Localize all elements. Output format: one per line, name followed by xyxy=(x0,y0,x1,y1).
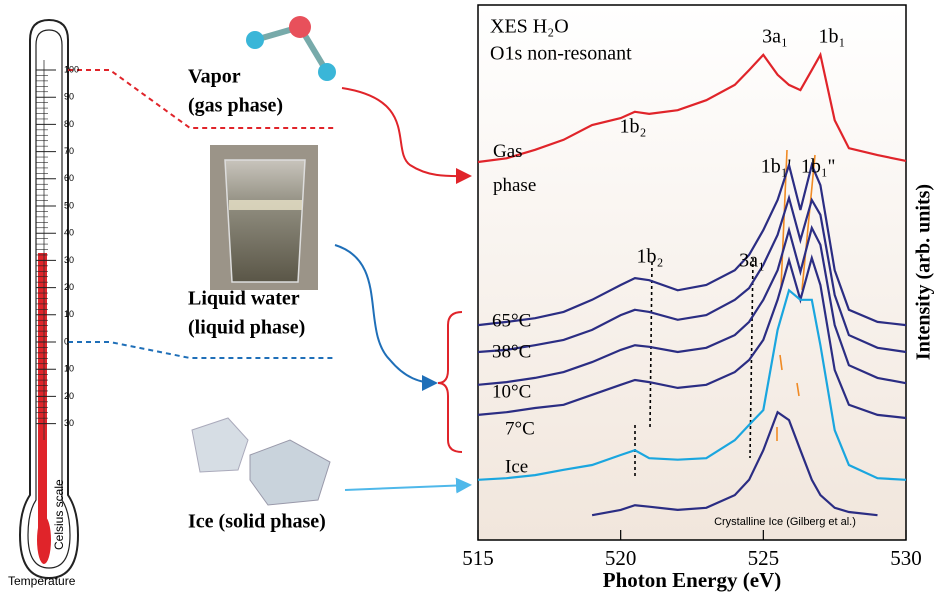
phase-label: Liquid water xyxy=(188,288,300,310)
peak-label: 3a₁ xyxy=(739,250,765,272)
series-label: 65°C xyxy=(492,310,531,331)
y-axis-label: Intensity (arb. units) xyxy=(913,184,935,360)
scale-label: 80 xyxy=(64,119,74,129)
scale-label: 20 xyxy=(64,391,74,401)
page: {"thermometer":{"scale":["100","90","80"… xyxy=(0,0,939,594)
scale-label: 40 xyxy=(64,228,74,238)
arrow xyxy=(342,88,470,176)
series-label: 7°C xyxy=(505,418,535,439)
molecule-image xyxy=(246,16,336,81)
brace xyxy=(438,312,462,452)
phase-label: Ice (solid phase) xyxy=(188,511,326,533)
series-label: Ice xyxy=(505,456,528,477)
x-axis-label: Photon Energy (eV) xyxy=(603,568,781,592)
scale-label: 10 xyxy=(64,364,74,374)
glass-image xyxy=(210,145,318,290)
peak-label: 1b₂ xyxy=(620,116,647,138)
peak-label: 3a₁ xyxy=(762,26,788,48)
scale-label: 50 xyxy=(64,200,74,210)
phase-label: (liquid phase) xyxy=(188,317,305,339)
scale-label: 100 xyxy=(64,64,79,74)
scale-label: 70 xyxy=(64,146,74,156)
x-tick-label: 530 xyxy=(890,546,922,570)
phase-label: Vapor xyxy=(188,66,241,88)
series-label: Crystalline Ice (Gilberg et al.) xyxy=(714,516,856,528)
peak-label: 1b₁ xyxy=(819,26,846,48)
scale-label: 20 xyxy=(64,282,74,292)
scale-label: 30 xyxy=(64,418,74,428)
peak-label: 1b₁'' xyxy=(801,156,835,178)
arrow xyxy=(345,485,470,490)
scale-label: 60 xyxy=(64,173,74,183)
phase-label: (gas phase) xyxy=(188,95,283,117)
figure: Celsius scale Temperature XES H₂O O1s no… xyxy=(0,0,939,594)
thermometer-label: Temperature xyxy=(8,574,76,588)
scale-label: 0 xyxy=(64,336,69,346)
peak-label: 1b₁' xyxy=(761,156,792,178)
x-tick-label: 525 xyxy=(748,546,780,570)
arrow xyxy=(335,245,436,383)
scale-label: 10 xyxy=(64,309,74,319)
thermometer-caption: Celsius scale xyxy=(52,479,66,550)
x-tick-label: 515 xyxy=(462,546,494,570)
connector xyxy=(68,342,335,358)
series-label: 10°C xyxy=(492,381,531,402)
peak-label: 1b₂ xyxy=(637,246,664,268)
scale-label: 90 xyxy=(64,92,74,102)
x-tick-label: 520 xyxy=(605,546,637,570)
ice-image xyxy=(192,418,330,505)
chart-subtitle: O1s non-resonant xyxy=(490,43,632,65)
series-label: 38°C xyxy=(492,341,531,362)
scale-label: 30 xyxy=(64,255,74,265)
thermometer xyxy=(20,20,78,578)
chart-title: XES H₂O xyxy=(490,16,569,38)
